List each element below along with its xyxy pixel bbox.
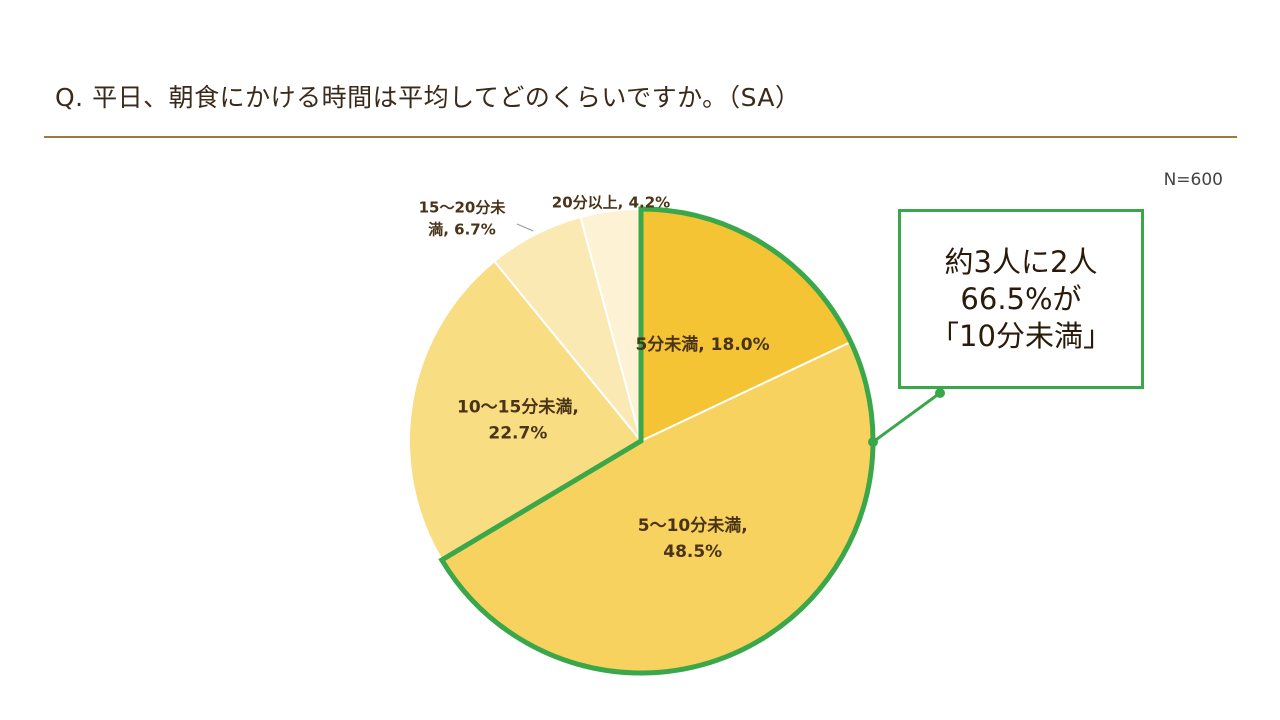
- callout-line-2: 66.5%が: [960, 281, 1082, 316]
- sample-size-label: N=600: [1163, 170, 1223, 190]
- chart-title: Q. 平日、朝食にかける時間は平均してどのくらいですか。（SA）: [55, 83, 801, 112]
- slice-label-4: 15〜20分未満, 6.7%: [419, 198, 507, 238]
- callout-line-3: 「10分未満」: [930, 318, 1112, 353]
- callout-connector-dot-start: [868, 437, 878, 447]
- title-divider: [44, 136, 1237, 138]
- callout-box: 約3人に2人 66.5%が 「10分未満」: [898, 209, 1144, 389]
- slice-label-3: 10〜15分未満, 22.7%: [457, 396, 579, 443]
- slice-label-5: 20分以上, 4.2%: [552, 193, 670, 211]
- callout-line-1: 約3人に2人: [944, 244, 1098, 279]
- highlight-outline: [438, 206, 876, 676]
- callout-connector: [872, 391, 941, 444]
- pie-slice-3: [408, 259, 643, 562]
- callout-connector-dot-end: [935, 388, 945, 398]
- leader-line-15-20: [516, 223, 534, 232]
- slice-label-2: 5〜10分未満, 48.5%: [638, 515, 748, 562]
- slice-label-1: 5分未満, 18.0%: [635, 334, 769, 355]
